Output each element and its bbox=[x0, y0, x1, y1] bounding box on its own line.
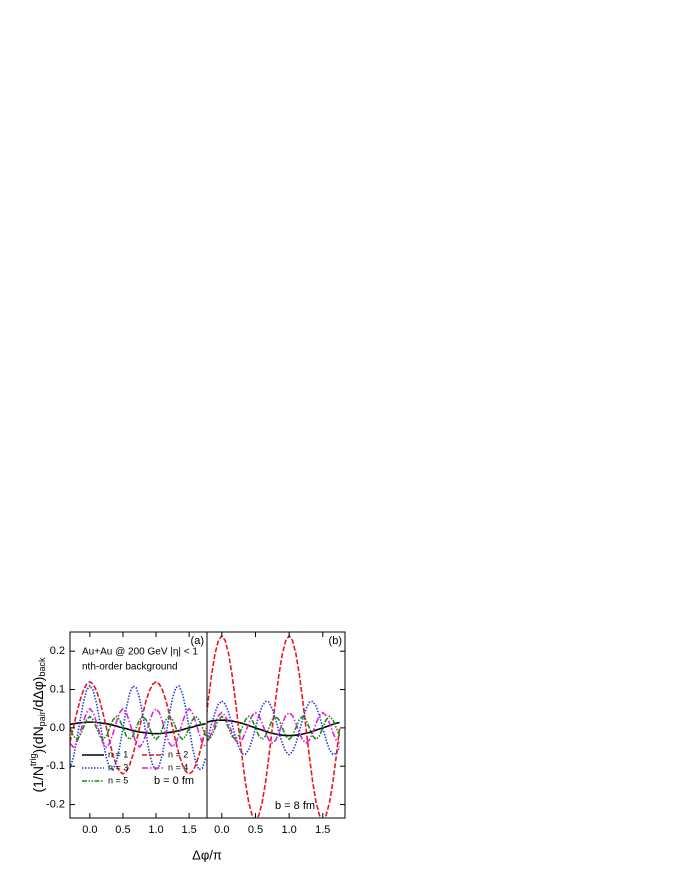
plot-area bbox=[70, 680, 207, 775]
x-axis-label: Δφ/π bbox=[192, 847, 222, 862]
y-tick-label: 0.1 bbox=[50, 683, 65, 695]
annotation: b = 8 fm bbox=[275, 800, 315, 812]
legend-label: n = 5 bbox=[108, 775, 128, 785]
legend-label: n = 1 bbox=[108, 749, 128, 759]
legend-label: n = 4 bbox=[168, 762, 188, 772]
y-label-part: back bbox=[37, 657, 47, 677]
x-tick-label: 0.5 bbox=[248, 824, 263, 836]
x-tick-label: 0.0 bbox=[214, 824, 229, 836]
annotation: Au+Au @ 200 GeV |η| < 1 bbox=[82, 647, 198, 658]
series-line bbox=[70, 707, 207, 749]
y-tick-label: 0.2 bbox=[50, 645, 65, 657]
frame bbox=[69, 631, 208, 819]
annotation: nth-order background bbox=[82, 662, 178, 673]
y-label-part: trig bbox=[28, 754, 38, 767]
y-label-part: /dΔφ) bbox=[30, 677, 46, 712]
y-tick-label: -0.2 bbox=[46, 798, 65, 810]
x-tick-label: 1.5 bbox=[181, 824, 196, 836]
legend-label: n = 3 bbox=[108, 762, 128, 772]
x-tick-label: 1.0 bbox=[148, 824, 163, 836]
series-line bbox=[70, 680, 207, 775]
series-line bbox=[70, 684, 207, 772]
y-tick-label: -0.1 bbox=[46, 760, 65, 772]
annotation: b = 0 fm bbox=[154, 775, 194, 787]
panel-label: (a) bbox=[191, 635, 204, 647]
series-line bbox=[207, 699, 341, 756]
y-label-part: )(dN bbox=[30, 726, 46, 753]
y-tick-label: 0.0 bbox=[50, 722, 65, 734]
x-tick-label: 1.0 bbox=[281, 824, 296, 836]
series-line bbox=[207, 711, 341, 745]
x-tick-label: 0.0 bbox=[82, 824, 97, 836]
series-line bbox=[70, 715, 207, 741]
series-line bbox=[207, 634, 341, 818]
x-tick-label: 0.5 bbox=[115, 824, 130, 836]
legend-label: n = 2 bbox=[168, 749, 188, 759]
plot-area bbox=[207, 634, 341, 818]
x-tick-label: 1.5 bbox=[315, 824, 330, 836]
y-label-part: (1/N bbox=[30, 766, 46, 792]
series-line bbox=[207, 715, 341, 741]
y-axis-label: (1/Ntrig)(dNpair/dΔφ)back bbox=[28, 657, 47, 793]
y-label-part: pair bbox=[37, 711, 47, 726]
series-line bbox=[70, 721, 206, 735]
panel-label: (b) bbox=[329, 635, 342, 647]
frame bbox=[206, 631, 346, 819]
